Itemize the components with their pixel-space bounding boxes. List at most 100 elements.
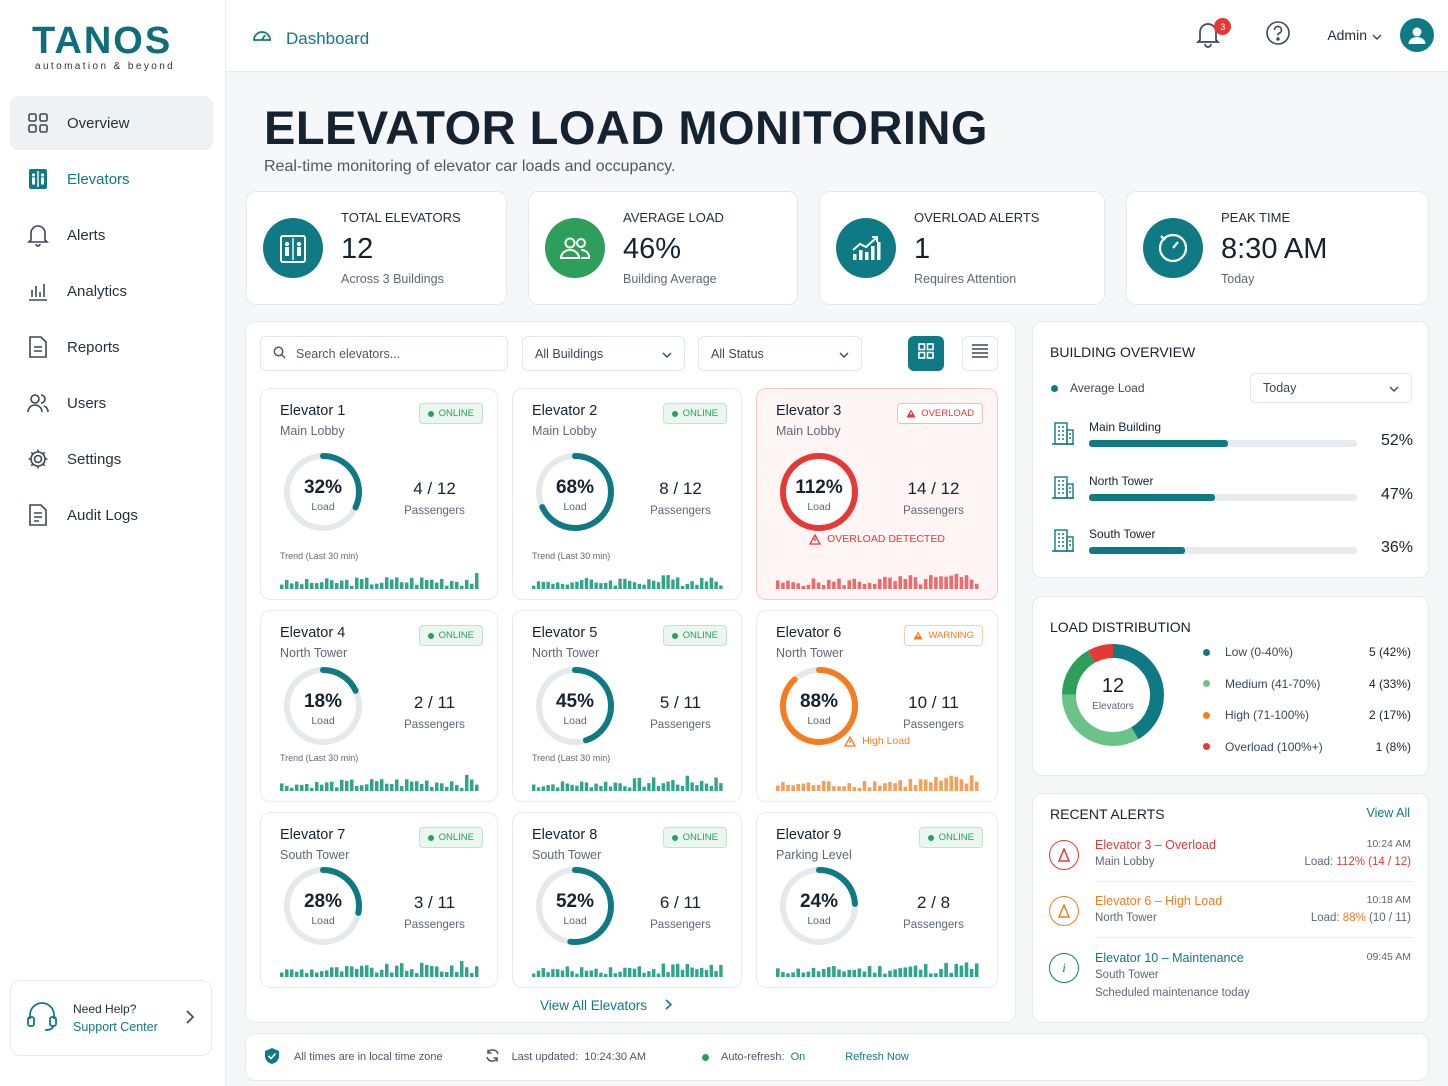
sidebar-item-audit-logs[interactable]: Audit Logs <box>10 488 213 542</box>
support-center-link[interactable]: Support Center <box>73 1020 158 1034</box>
sidebar-item-elevators[interactable]: Elevators <box>10 152 213 206</box>
breadcrumb[interactable]: Dashboard <box>252 26 369 51</box>
status-dot <box>671 632 678 639</box>
trend-bar <box>608 580 613 589</box>
trend-bar <box>954 963 959 977</box>
elevator-card[interactable]: Elevator 4 North Tower ONLINE 18% Load 2… <box>260 610 498 802</box>
notifications-button[interactable]: 3 <box>1195 18 1232 50</box>
trend-bar <box>944 777 948 791</box>
sidebar-item-settings[interactable]: Settings <box>10 432 213 486</box>
trend-bar <box>430 786 434 791</box>
search-icon <box>273 346 286 362</box>
list-view-button[interactable] <box>962 336 998 371</box>
user-name: Admin <box>1327 27 1367 43</box>
elevator-location: Main Lobby <box>776 424 841 438</box>
load-percent: 18% <box>303 691 343 712</box>
refresh-now-button[interactable]: Refresh Now <box>845 1051 909 1063</box>
avatar[interactable] <box>1400 18 1434 52</box>
trend-bar <box>685 583 689 589</box>
sidebar-item-reports[interactable]: Reports <box>10 320 213 374</box>
trend-bar <box>475 966 479 977</box>
load-gauge <box>284 667 362 745</box>
alert-location: Main Lobby <box>1095 856 1155 868</box>
elevator-card[interactable]: Elevator 5 North Tower ONLINE 45% Load 5… <box>512 610 742 802</box>
support-center-card[interactable]: Need Help? Support Center <box>10 980 212 1056</box>
status-badge: ONLINE <box>418 827 483 848</box>
trend-bar <box>385 577 389 589</box>
trend-bar <box>445 972 449 977</box>
help-icon[interactable] <box>1265 20 1291 51</box>
elevator-card[interactable]: Elevator 7 South Tower ONLINE 28% Load 3… <box>260 812 498 988</box>
grid-view-button[interactable] <box>908 336 944 371</box>
trend-bar <box>796 583 800 589</box>
load-warning: High Load <box>757 735 997 747</box>
trend-bar <box>613 973 617 977</box>
trend-bar <box>360 785 364 791</box>
status-filter-select[interactable]: All Status <box>698 336 862 371</box>
trend-bar <box>310 787 314 791</box>
auto-refresh-dot <box>702 1053 710 1061</box>
trend-bar <box>934 777 938 791</box>
trend-bar <box>295 971 299 977</box>
elevator-card[interactable]: Elevator 8 South Tower ONLINE 52% Load 6… <box>512 812 742 988</box>
building-filter-select[interactable]: All Buildings <box>522 336 685 371</box>
building-row[interactable]: South Tower 36% <box>1051 527 1413 567</box>
trend-bar <box>842 971 846 977</box>
info-icon: i <box>1049 953 1079 983</box>
view-all-elevators-link[interactable]: View All Elevators <box>540 998 673 1013</box>
sidebar-item-analytics[interactable]: Analytics <box>10 264 213 318</box>
trend-bar <box>370 779 374 791</box>
trend-bar <box>786 973 790 977</box>
trend-bar <box>690 967 694 977</box>
auto-refresh-value[interactable]: On <box>790 1051 806 1063</box>
passenger-count: 2 / 8 Passengers <box>888 893 979 931</box>
top-right-controls: 3 Admin <box>1195 18 1434 52</box>
trend-bar <box>837 578 841 589</box>
trend-bar <box>570 971 574 977</box>
elevator-card[interactable]: Elevator 2 Main Lobby ONLINE 68% Load 8 … <box>512 388 742 600</box>
brand-logo[interactable]: TANOS automation & beyond <box>32 20 175 72</box>
elevator-card[interactable]: Elevator 1 Main Lobby ONLINE 32% Load 4 … <box>260 388 498 600</box>
sidebar-item-overview[interactable]: Overview <box>10 96 213 150</box>
trend-bar <box>929 782 933 791</box>
sidebar-item-users[interactable]: Users <box>10 376 213 430</box>
elevator-card[interactable]: Elevator 6 North Tower WARNING 88% Load … <box>756 610 998 802</box>
building-row[interactable]: North Tower 47% <box>1051 474 1413 514</box>
donut-total: 12 <box>1101 675 1125 697</box>
passenger-count: 14 / 12 Passengers <box>888 479 979 517</box>
trend-bar <box>290 969 294 977</box>
trend-bar <box>878 579 882 589</box>
trend-bar <box>560 781 565 791</box>
document-icon <box>26 335 50 359</box>
passenger-capacity: / 8 <box>931 893 951 912</box>
trend-bar <box>852 786 857 791</box>
trend-bar <box>375 972 379 977</box>
sidebar-item-alerts[interactable]: Alerts <box>10 208 213 262</box>
elevator-card[interactable]: Elevator 3 Main Lobby OVERLOAD 112% Load… <box>756 388 998 600</box>
gauge-label: 88% Load <box>776 691 862 727</box>
kpi-value: 1 <box>914 233 931 265</box>
trend-bar <box>811 967 816 977</box>
elevator-icon <box>26 167 50 191</box>
view-all-alerts-link[interactable]: View All <box>1366 806 1410 820</box>
trend-bar <box>455 784 459 791</box>
trend-bar <box>350 585 354 589</box>
elevator-card[interactable]: Elevator 9 Parking Level ONLINE 24% Load… <box>756 812 998 988</box>
status-text: WARNING <box>928 630 974 641</box>
gauge-fill <box>780 453 858 531</box>
user-menu[interactable]: Admin <box>1327 27 1382 43</box>
period-select[interactable]: Today <box>1250 373 1412 403</box>
trend-bar <box>847 783 851 791</box>
building-row[interactable]: Main Building 52% <box>1051 420 1413 460</box>
trend-bar <box>908 966 913 977</box>
trend-bar <box>560 583 565 589</box>
search-input[interactable]: Search elevators... <box>260 336 508 371</box>
building-name: North Tower <box>1089 473 1154 488</box>
trend-bar <box>380 582 384 589</box>
trend-bar <box>969 775 974 791</box>
warning-icon <box>1049 896 1079 926</box>
load-gauge <box>284 867 362 945</box>
recent-alerts-panel: RECENT ALERTS View All Elevator 3 – Over… <box>1032 793 1429 1023</box>
trend-bar <box>613 782 617 791</box>
trend-bar <box>647 579 651 589</box>
